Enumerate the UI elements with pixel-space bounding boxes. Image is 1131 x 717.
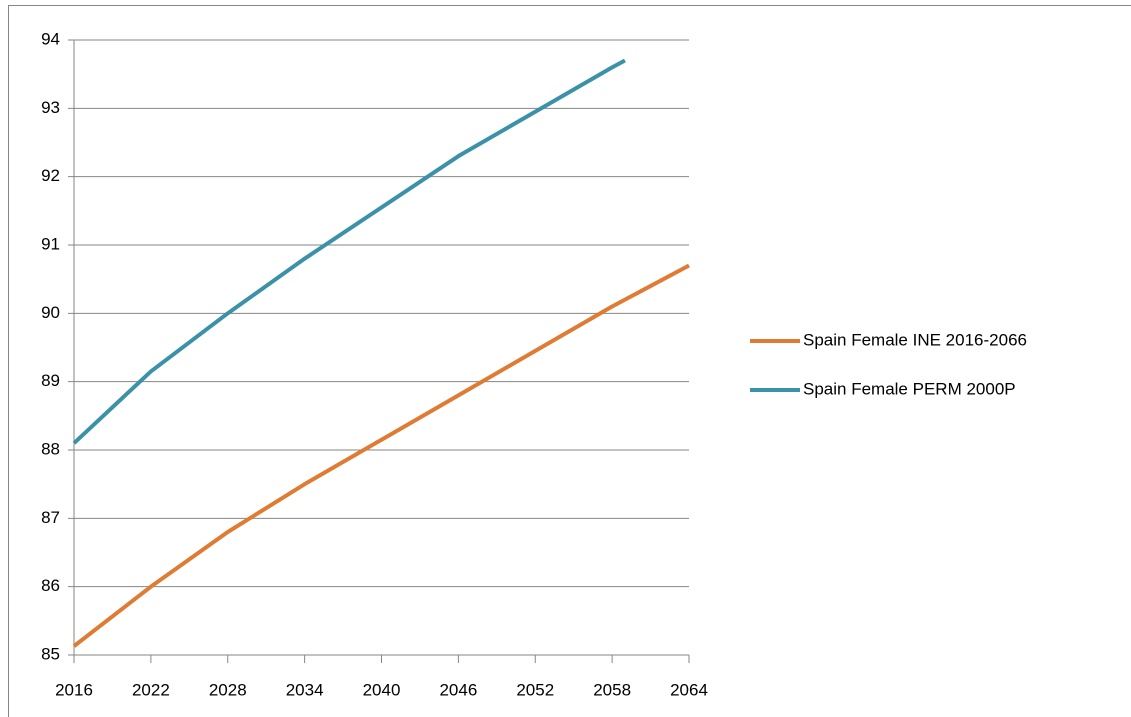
y-tick-label: 94 xyxy=(41,29,60,48)
x-tick-label: 2064 xyxy=(670,680,708,699)
chart-frame xyxy=(8,5,1131,717)
y-tick-label: 87 xyxy=(41,508,60,527)
x-tick-label: 2022 xyxy=(132,680,170,699)
y-tick-label: 91 xyxy=(41,234,60,253)
x-tick-label: 2058 xyxy=(593,680,631,699)
x-tick-label: 2052 xyxy=(516,680,554,699)
y-tick-label: 88 xyxy=(41,439,60,458)
legend-label: Spain Female PERM 2000P xyxy=(803,379,1016,398)
line-series xyxy=(72,58,626,445)
x-tick-label: 2016 xyxy=(55,680,93,699)
x-tick-label: 2034 xyxy=(286,680,324,699)
y-tick-label: 89 xyxy=(41,371,60,390)
x-tick-label: 2046 xyxy=(439,680,477,699)
y-tick-label: 85 xyxy=(41,644,60,663)
y-tick-label: 86 xyxy=(41,576,60,595)
y-tick-label: 90 xyxy=(41,303,60,322)
y-tick-label: 92 xyxy=(41,166,60,185)
line-series xyxy=(72,263,690,648)
x-tick-label: 2040 xyxy=(363,680,401,699)
y-tick-label: 93 xyxy=(41,98,60,117)
x-tick-label: 2028 xyxy=(209,680,247,699)
legend-label: Spain Female INE 2016-2066 xyxy=(803,330,1027,349)
